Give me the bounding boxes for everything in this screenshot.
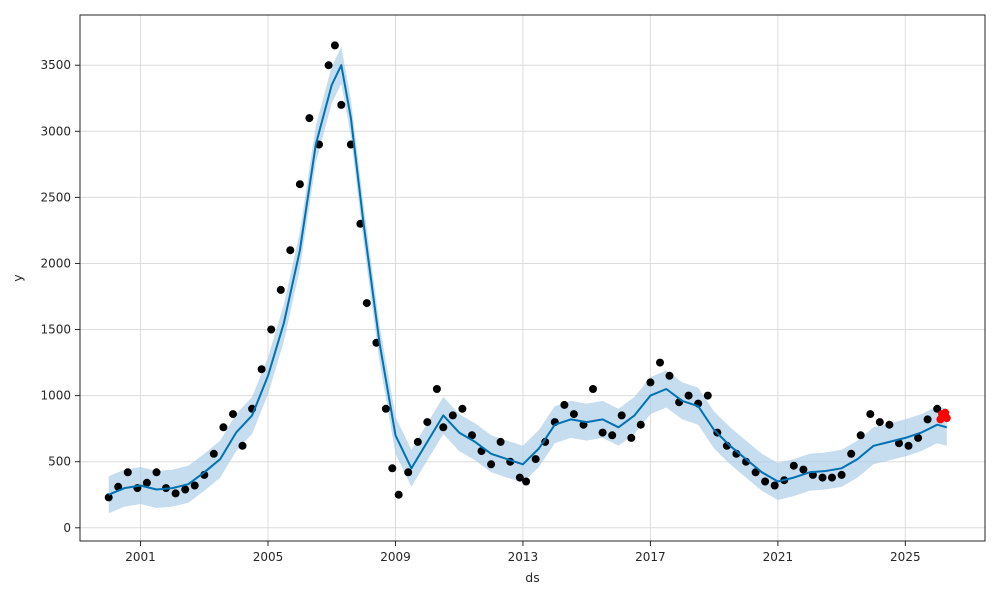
y-tick-label: 3000 (40, 124, 71, 138)
observed-point (458, 404, 467, 413)
y-tick-label: 2000 (40, 256, 71, 270)
x-tick-label: 2021 (763, 550, 794, 564)
observed-point (330, 41, 339, 50)
forecast-line (108, 64, 948, 496)
observed-point (522, 477, 531, 486)
observed-point (847, 449, 856, 458)
observed-point (362, 299, 371, 308)
observed-point (104, 493, 113, 502)
observed-point (933, 404, 942, 413)
observed-point (789, 461, 798, 470)
observed-point (617, 411, 626, 420)
x-tick-label: 2025 (890, 550, 921, 564)
x-tick-label: 2005 (253, 550, 284, 564)
observed-point (828, 473, 836, 482)
y-tick-label: 2500 (40, 190, 71, 204)
observed-point (142, 478, 151, 487)
x-tick-label: 2013 (508, 550, 539, 564)
observed-point (423, 418, 432, 427)
observed-point (627, 433, 636, 442)
observed-point (665, 371, 674, 380)
observed-point (560, 400, 569, 409)
observed-point (837, 470, 846, 479)
x-tick-label: 2017 (635, 550, 666, 564)
observed-point (413, 437, 422, 446)
observed-point (337, 100, 346, 109)
x-axis-ticks: 2001 2005 2009 2013 2017 2021 2025 (125, 541, 921, 564)
x-axis-label: ds (525, 570, 539, 585)
observed-point (496, 437, 505, 446)
y-tick-label: 3500 (40, 58, 71, 72)
observed-point (866, 410, 875, 419)
observed-point (305, 114, 314, 123)
observed-point (448, 411, 457, 420)
y-tick-label: 1500 (40, 323, 71, 337)
observed-point (656, 358, 664, 367)
observed-point (114, 482, 123, 491)
observed-point (276, 285, 285, 294)
observed-point (770, 481, 779, 490)
observed-point (761, 477, 770, 486)
y-axis-ticks: 0 500 1000 1500 2000 2500 3000 3500 (40, 58, 80, 535)
observed-point (324, 61, 333, 70)
observed-point (229, 410, 237, 419)
observed-point (171, 489, 180, 498)
observed-point (799, 465, 808, 474)
observed-point (515, 473, 524, 482)
observed-point (923, 415, 932, 424)
x-tick-label: 2001 (125, 550, 156, 564)
observed-point (295, 180, 304, 189)
observed-point (190, 481, 199, 490)
observed-point (885, 420, 894, 429)
observed-point (388, 464, 397, 473)
observed-point (404, 468, 413, 477)
observed-point (914, 433, 923, 442)
forecast-line-layer (108, 64, 948, 496)
observed-point (439, 423, 448, 432)
x-tick-label: 2009 (380, 550, 411, 564)
observed-point (818, 473, 827, 482)
observed-point (432, 385, 441, 393)
observed-point (751, 468, 760, 477)
observed-point (123, 468, 132, 477)
observed-point (181, 485, 190, 494)
observed-point (684, 391, 693, 400)
observed-point (895, 439, 903, 448)
observed-point (636, 420, 645, 429)
grid-lines (80, 15, 985, 541)
observed-point (875, 418, 884, 427)
observed-point (531, 455, 540, 464)
y-tick-label: 1000 (40, 389, 71, 403)
y-axis-label: y (10, 274, 25, 282)
observed-point (238, 441, 247, 450)
observed-point (286, 246, 295, 255)
observed-point (257, 365, 266, 374)
y-tick-label: 500 (48, 455, 71, 469)
observed-point (487, 460, 496, 469)
observed-point (589, 385, 597, 393)
future-points-layer (936, 408, 951, 424)
observed-point (856, 431, 865, 440)
observed-point (209, 449, 218, 458)
plot-frame (79, 14, 986, 542)
uncertainty-band (108, 46, 947, 514)
observed-point (394, 490, 403, 499)
observed-point (569, 410, 578, 419)
y-tick-label: 0 (63, 521, 71, 535)
future-observed-point (942, 414, 951, 423)
observed-point (541, 437, 550, 446)
observed-point (703, 391, 712, 400)
observed-point (152, 468, 161, 477)
observed-point (267, 325, 276, 334)
observed-point (608, 431, 617, 440)
observed-point (598, 428, 607, 437)
uncertainty-band-layer (108, 46, 947, 514)
observed-point (381, 404, 390, 413)
observed-point (904, 441, 913, 450)
observed-point (219, 423, 228, 432)
observed-point (646, 378, 655, 387)
observed-point (468, 431, 476, 440)
